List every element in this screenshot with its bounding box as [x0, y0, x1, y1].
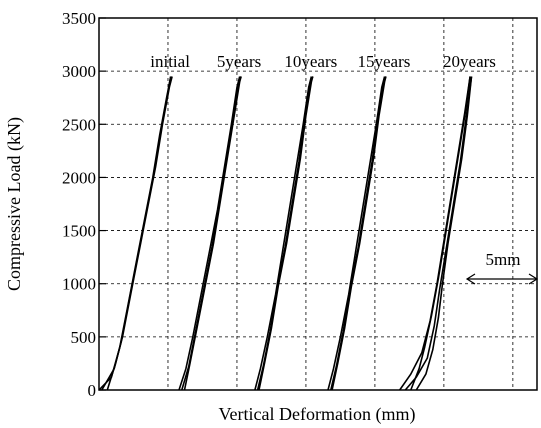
curve-20years-3: [410, 76, 471, 391]
curve-20years-1: [399, 76, 471, 391]
x-axis-title: Vertical Deformation (mm): [219, 404, 416, 425]
curve-20years-4: [415, 76, 473, 391]
y-tick-label-500: 500: [71, 328, 97, 347]
curve-initial-2: [101, 76, 172, 391]
curve-initial-3: [106, 76, 173, 391]
y-tick-label-2000: 2000: [62, 168, 96, 187]
y-axis-ticks: [99, 17, 106, 391]
scale-arrow-left-head: [465, 273, 476, 285]
curve-initial-1: [98, 76, 172, 391]
scale-indicator: 5mm: [465, 250, 539, 285]
plot-frame: [98, 17, 538, 391]
y-tick-label-1500: 1500: [62, 222, 96, 241]
scale-indicator-label: 5mm: [486, 250, 521, 269]
curve-label-20years: 20years: [443, 52, 496, 71]
curve-label-10years: 10years: [284, 52, 337, 71]
curve-label-5years: 5years: [217, 52, 261, 71]
curve-labels: initial 5years 10years 15years 20years: [150, 52, 496, 71]
y-tick-label-3500: 3500: [62, 9, 96, 28]
y-tick-label-2500: 2500: [62, 115, 96, 134]
curve-label-15years: 15years: [358, 52, 411, 71]
grid-lines: [99, 18, 537, 390]
y-axis-title: Compressive Load (kN): [4, 117, 25, 291]
curve-20years-2: [404, 76, 473, 391]
curves: [98, 76, 473, 391]
curve-15years-1: [327, 76, 386, 391]
y-tick-label-3000: 3000: [62, 62, 96, 81]
curve-5years-1: [178, 76, 241, 391]
scale-arrow-right-head: [528, 273, 539, 285]
curve-10years-1: [254, 76, 313, 391]
curve-label-initial: initial: [150, 52, 190, 71]
y-tick-labels: 0 500 1000 1500 2000 2500 3000 3500: [62, 9, 96, 400]
curve-5years-3: [183, 76, 242, 391]
curve-10years-3: [258, 76, 314, 391]
y-tick-label-1000: 1000: [62, 275, 96, 294]
y-tick-label-0: 0: [88, 381, 97, 400]
curve-15years-3: [331, 76, 387, 391]
